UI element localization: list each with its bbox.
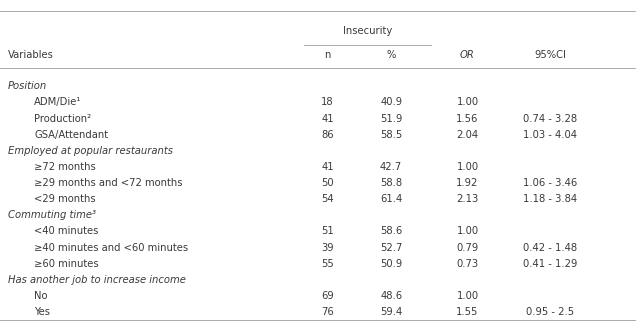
- Text: 1.00: 1.00: [457, 97, 478, 108]
- Text: %: %: [387, 51, 396, 60]
- Text: 1.00: 1.00: [457, 291, 478, 301]
- Text: 69: 69: [321, 291, 334, 301]
- Text: 1.03 - 4.04: 1.03 - 4.04: [523, 130, 577, 140]
- Text: 2.04: 2.04: [457, 130, 478, 140]
- Text: OR: OR: [460, 51, 475, 60]
- Text: ≥40 minutes and <60 minutes: ≥40 minutes and <60 minutes: [34, 243, 188, 253]
- Text: 40.9: 40.9: [380, 97, 402, 108]
- Text: Variables: Variables: [8, 51, 53, 60]
- Text: 2.13: 2.13: [457, 194, 478, 204]
- Text: <29 months: <29 months: [34, 194, 96, 204]
- Text: 58.5: 58.5: [380, 130, 402, 140]
- Text: 1.00: 1.00: [457, 227, 478, 236]
- Text: 18: 18: [321, 97, 334, 108]
- Text: 48.6: 48.6: [380, 291, 402, 301]
- Text: ≥72 months: ≥72 months: [34, 162, 96, 172]
- Text: Yes: Yes: [34, 307, 50, 317]
- Text: 1.18 - 3.84: 1.18 - 3.84: [523, 194, 577, 204]
- Text: 0.41 - 1.29: 0.41 - 1.29: [523, 259, 577, 269]
- Text: ≥60 minutes: ≥60 minutes: [34, 259, 99, 269]
- Text: 42.7: 42.7: [380, 162, 402, 172]
- Text: 0.95 - 2.5: 0.95 - 2.5: [526, 307, 574, 317]
- Text: Employed at popular restaurants: Employed at popular restaurants: [8, 146, 172, 156]
- Text: 39: 39: [321, 243, 334, 253]
- Text: n: n: [324, 51, 331, 60]
- Text: 41: 41: [321, 113, 334, 124]
- Text: 86: 86: [321, 130, 334, 140]
- Text: 58.6: 58.6: [380, 227, 402, 236]
- Text: 1.92: 1.92: [456, 178, 479, 188]
- Text: 41: 41: [321, 162, 334, 172]
- Text: Position: Position: [8, 81, 47, 91]
- Text: 95%CI: 95%CI: [534, 51, 566, 60]
- Text: 52.7: 52.7: [380, 243, 403, 253]
- Text: 0.73: 0.73: [457, 259, 478, 269]
- Text: Commuting time³: Commuting time³: [8, 210, 95, 220]
- Text: 59.4: 59.4: [380, 307, 402, 317]
- Text: 58.8: 58.8: [380, 178, 402, 188]
- Text: 50.9: 50.9: [380, 259, 402, 269]
- Text: Production²: Production²: [34, 113, 92, 124]
- Text: <40 minutes: <40 minutes: [34, 227, 99, 236]
- Text: 50: 50: [321, 178, 334, 188]
- Text: 1.06 - 3.46: 1.06 - 3.46: [523, 178, 577, 188]
- Text: 0.74 - 3.28: 0.74 - 3.28: [523, 113, 577, 124]
- Text: ≥29 months and <72 months: ≥29 months and <72 months: [34, 178, 183, 188]
- Text: 55: 55: [321, 259, 334, 269]
- Text: Insecurity: Insecurity: [343, 26, 392, 36]
- Text: 0.79: 0.79: [457, 243, 478, 253]
- Text: 51.9: 51.9: [380, 113, 403, 124]
- Text: GSA/Attendant: GSA/Attendant: [34, 130, 109, 140]
- Text: 61.4: 61.4: [380, 194, 402, 204]
- Text: Has another job to increase income: Has another job to increase income: [8, 275, 186, 285]
- Text: ADM/Die¹: ADM/Die¹: [34, 97, 81, 108]
- Text: 1.56: 1.56: [456, 113, 479, 124]
- Text: No: No: [34, 291, 48, 301]
- Text: 1.55: 1.55: [456, 307, 479, 317]
- Text: 0.42 - 1.48: 0.42 - 1.48: [523, 243, 577, 253]
- Text: 76: 76: [321, 307, 334, 317]
- Text: 51: 51: [321, 227, 334, 236]
- Text: 1.00: 1.00: [457, 162, 478, 172]
- Text: 54: 54: [321, 194, 334, 204]
